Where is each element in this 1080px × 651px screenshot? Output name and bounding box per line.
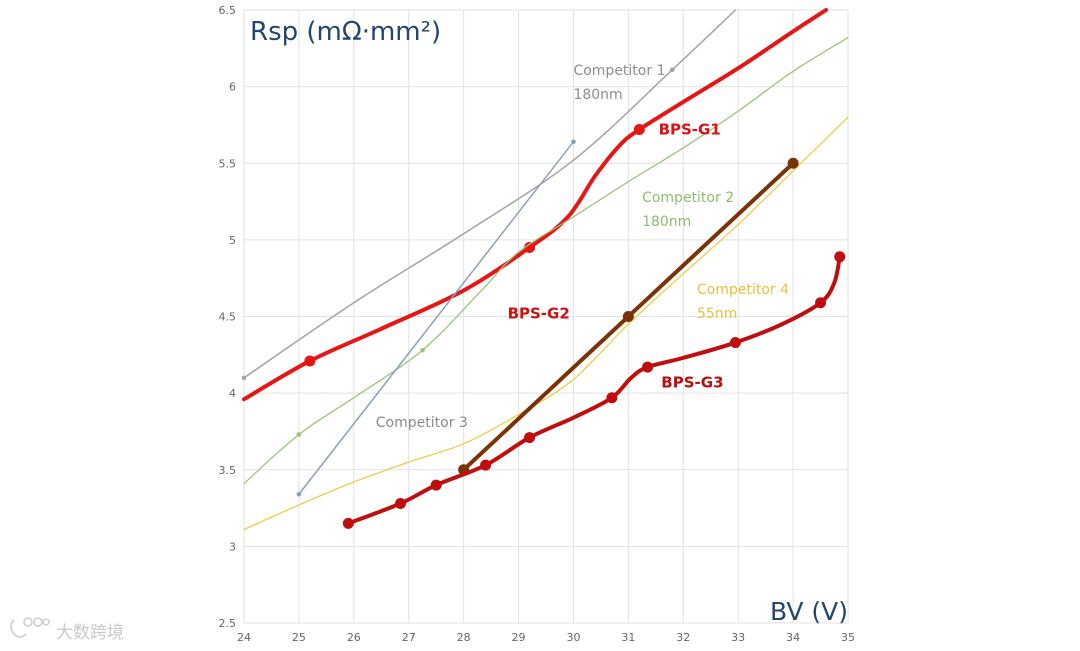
- y-tick-label: 5.5: [219, 157, 237, 170]
- x-tick-label: 35: [841, 631, 855, 644]
- series-bps-g1: [242, 8, 829, 402]
- chart-title: Rsp (mΩ·mm²): [250, 17, 441, 47]
- data-point: [669, 67, 675, 73]
- y-tick-label: 4.5: [219, 311, 237, 324]
- chart-grid: [243, 9, 849, 624]
- series-labels: Competitor 1 180nm BPS-G1 Competitor 2 180nm…: [376, 63, 789, 431]
- y-tick-label: 4: [229, 387, 236, 400]
- series-competitor-4: [243, 116, 849, 531]
- data-point: [430, 479, 442, 491]
- data-point: [296, 432, 302, 437]
- y-tick-label: 6: [229, 81, 236, 94]
- y-tick-label: 3: [229, 540, 236, 553]
- x-tick-label: 27: [402, 631, 416, 644]
- x-tick-label: 33: [731, 631, 745, 644]
- series-line-competitor-3: [298, 141, 575, 496]
- series-line-competitor-2: [243, 36, 849, 485]
- x-tick-label: 30: [566, 631, 580, 644]
- x-axis-label: BV (V): [770, 597, 848, 626]
- data-point: [571, 139, 576, 145]
- series-competitor-2: [243, 36, 849, 485]
- data-point: [524, 242, 536, 254]
- data-point: [834, 251, 846, 263]
- data-point: [524, 432, 536, 444]
- x-tick-label: 32: [676, 631, 690, 644]
- label-bps-g3: BPS-G3: [661, 373, 723, 391]
- data-point: [342, 517, 354, 529]
- x-tick-label: 34: [786, 631, 800, 644]
- data-point: [304, 355, 316, 367]
- series-bps-g3: [342, 251, 846, 529]
- watermark-text: 大数跨境: [56, 623, 124, 643]
- data-point: [729, 337, 741, 349]
- series-competitor-3: [296, 139, 576, 497]
- series-line-bps-g1: [242, 8, 829, 402]
- x-tick-label: 24: [237, 631, 251, 644]
- y-tick-label: 2.5: [219, 617, 237, 630]
- watermark-logo-icon: [10, 617, 50, 638]
- chart-series: [241, 8, 849, 531]
- y-tick-label: 5: [229, 234, 236, 247]
- data-point: [633, 124, 645, 136]
- watermark: 大数跨境: [10, 617, 124, 643]
- label-competitor-4-sub: 55nm: [697, 306, 737, 322]
- label-competitor-1-sub: 180nm: [573, 87, 622, 103]
- y-tick-label: 6.5: [219, 4, 237, 17]
- label-competitor-2: Competitor 2: [642, 190, 734, 206]
- label-competitor-4: Competitor 4: [697, 282, 789, 298]
- data-point: [480, 459, 492, 471]
- data-point: [606, 392, 618, 404]
- series-competitor-1: [241, 9, 737, 381]
- data-point: [394, 497, 406, 509]
- series-bps-g2: [458, 157, 799, 476]
- series-line-competitor-4: [243, 116, 849, 531]
- label-competitor-1: Competitor 1: [573, 63, 665, 79]
- series-line-bps-g3: [346, 254, 842, 526]
- x-axis-ticks: 24 25 26 27 28 29 30 31 32 33 34 35: [237, 631, 855, 644]
- y-tick-label: 3.5: [219, 464, 237, 477]
- x-tick-label: 25: [292, 631, 306, 644]
- data-point: [642, 361, 654, 373]
- x-tick-label: 26: [347, 631, 361, 644]
- x-tick-label: 31: [621, 631, 635, 644]
- y-axis-ticks: 2.5 3 3.5 4 4.5 5 5.5 6 6.5: [219, 4, 237, 630]
- label-competitor-2-sub: 180nm: [642, 214, 691, 230]
- label-bps-g2: BPS-G2: [508, 304, 570, 322]
- label-competitor-3: Competitor 3: [376, 415, 468, 431]
- data-point: [420, 347, 425, 353]
- data-point: [241, 375, 247, 381]
- x-tick-label: 29: [512, 631, 526, 644]
- data-point: [296, 491, 302, 497]
- x-tick-label: 28: [457, 631, 471, 644]
- data-point: [815, 297, 827, 309]
- data-point: [622, 311, 634, 322]
- data-point: [787, 157, 799, 169]
- label-bps-g1: BPS-G1: [659, 121, 721, 139]
